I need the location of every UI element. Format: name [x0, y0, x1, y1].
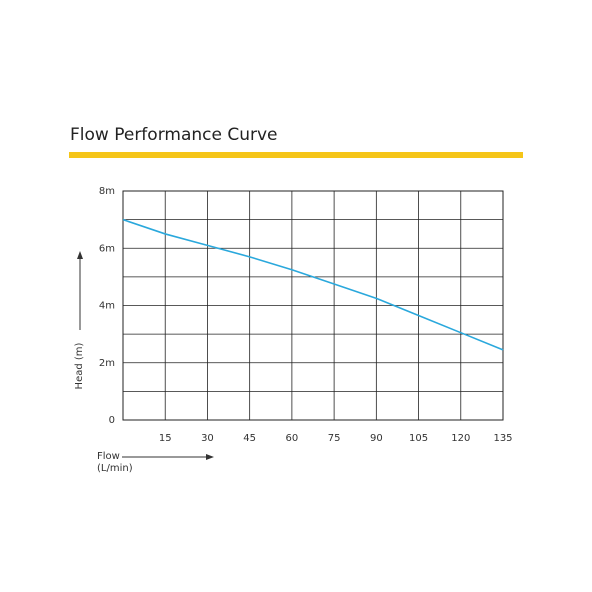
- x-tick-label: 135: [493, 433, 512, 444]
- title-underline: [69, 152, 523, 158]
- line-series: [122, 218, 504, 351]
- x-tick-label: 45: [243, 433, 256, 444]
- y-arrow-head: [77, 251, 83, 259]
- x-tick-label: 30: [201, 433, 214, 444]
- y-tick-label: 6m: [99, 243, 115, 254]
- x-axis-unit: (L/min): [97, 463, 133, 474]
- x-tick-label: 60: [286, 433, 299, 444]
- y-tick-label: 0: [109, 415, 115, 426]
- axis-arrows: [77, 251, 214, 460]
- y-tick-label: 2m: [99, 358, 115, 369]
- x-axis-label: Flow: [97, 451, 120, 462]
- chart-title: Flow Performance Curve: [70, 125, 278, 145]
- x-tick-label: 105: [409, 433, 428, 444]
- x-arrow-head: [206, 454, 214, 460]
- x-tick-label: 120: [451, 433, 470, 444]
- y-tick-label: 4m: [99, 301, 115, 312]
- x-tick-label: 75: [328, 433, 341, 444]
- x-tick-label: 90: [370, 433, 383, 444]
- y-tick-label: 8m: [99, 186, 115, 197]
- x-tick-label: 15: [159, 433, 172, 444]
- y-axis-label: Head (m): [74, 342, 85, 389]
